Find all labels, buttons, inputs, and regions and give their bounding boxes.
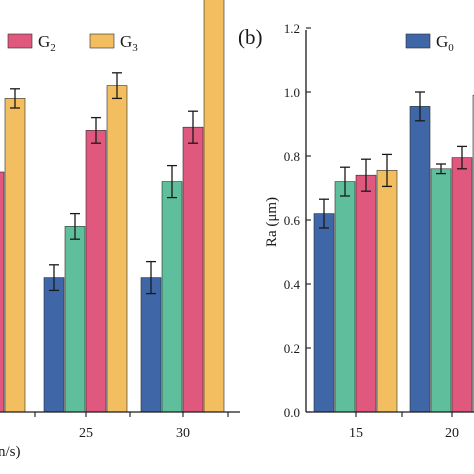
panel-b-y-axis-label: Ra (μm)	[264, 197, 280, 247]
y-tick-label-b-6: 1.2	[284, 21, 300, 36]
bar-a-g2-0	[0, 171, 5, 413]
panel-b-legend: G0	[405, 32, 454, 54]
y-tick-label-b-4: 0.8	[284, 149, 300, 164]
bar-b-g3-0	[376, 170, 398, 413]
bar-a-g1-1	[64, 226, 86, 413]
error-bar-b-g2-0	[361, 158, 371, 192]
y-tick-label-b-1: 0.2	[284, 341, 300, 356]
bar-a-g3-1	[106, 85, 128, 413]
error-bar-b-g1-1	[436, 163, 446, 175]
x-tick-label-a-1: 25	[79, 426, 93, 441]
y-tick-label-b-0: 0.0	[284, 405, 300, 420]
panel-a-x-ticks: 25 30	[34, 412, 229, 441]
x-tick-label-a-2: 30	[176, 426, 190, 441]
error-bar-a-g1-2	[167, 164, 177, 199]
legend-swatch-g3	[89, 33, 115, 49]
error-bar-a-g0-1	[49, 264, 59, 292]
panel-a-chart: 25 30 n/s) G2 G3	[0, 0, 240, 460]
y-tick-label-b-2: 0.4	[284, 277, 301, 292]
legend-swatch-g2	[7, 33, 33, 49]
error-bar-b-g0-0	[319, 198, 329, 229]
legend-label-g3: G3	[120, 32, 138, 54]
bar-b-g0-1	[409, 106, 431, 413]
panel-a-error-bars	[10, 72, 198, 295]
bar-b-g2-1	[451, 157, 473, 413]
legend-swatch-g0	[405, 33, 431, 49]
x-tick-label-b-1: 20	[445, 426, 459, 441]
bar-a-g0-2	[140, 277, 162, 413]
error-bar-a-g3-1	[112, 72, 122, 100]
y-tick-label-b-5: 1.0	[284, 85, 300, 100]
error-bar-b-g1-0	[340, 166, 350, 197]
panel-b-chart: (b) Ra (μm) 0.00.20.40.60.81.01.2 15 20 G…	[238, 21, 474, 441]
error-bar-b-g2-1	[457, 145, 467, 170]
panel-a-x-axis-label: n/s)	[0, 444, 21, 460]
panel-b-x-ticks: 15 20	[349, 412, 459, 441]
panel-a-bars	[0, 0, 225, 413]
bar-a-g0-1	[43, 277, 65, 413]
error-bar-a-g2-2	[188, 110, 198, 144]
legend-label-g2: G2	[38, 32, 56, 54]
panel-a-legend: G2 G3	[7, 32, 138, 54]
error-bar-b-g0-1	[415, 91, 425, 122]
bar-a-g3-2	[203, 0, 225, 413]
bar-b-g1-0	[334, 181, 356, 413]
bar-a-g2-2	[182, 126, 204, 413]
bar-b-g0-0	[313, 213, 335, 413]
x-tick-label-b-0: 15	[349, 426, 363, 441]
error-bar-b-g3-0	[382, 153, 392, 188]
error-bar-a-g2-1	[91, 116, 101, 144]
bar-b-g2-0	[355, 174, 377, 413]
panel-b-error-bars	[319, 91, 467, 229]
panel-b-bars	[313, 94, 474, 413]
bar-b-g1-1	[430, 168, 452, 413]
bar-a-g1-2	[161, 181, 183, 413]
bar-a-g3-0	[4, 98, 26, 413]
error-bar-a-g0-2	[146, 260, 156, 295]
error-bar-a-g1-1	[70, 212, 80, 240]
bar-a-g2-1	[85, 130, 107, 413]
error-bar-a-g3-0	[10, 88, 20, 109]
panel-b-label: (b)	[238, 25, 263, 49]
legend-label-g0: G0	[436, 32, 454, 54]
y-tick-label-b-3: 0.6	[284, 213, 301, 228]
panel-b-y-ticks: 0.0 0.2 0.4 0.6 0.8 1.0 1.2	[284, 21, 311, 420]
